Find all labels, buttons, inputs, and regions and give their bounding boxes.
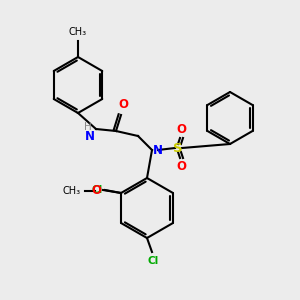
Text: O: O — [176, 123, 186, 136]
Text: O: O — [118, 98, 128, 111]
Text: Cl: Cl — [92, 185, 103, 195]
Text: O: O — [91, 184, 101, 196]
Text: CH₃: CH₃ — [69, 27, 87, 37]
Text: O: O — [176, 160, 186, 173]
Text: S: S — [173, 142, 183, 154]
Text: Cl: Cl — [147, 256, 159, 266]
Text: N: N — [85, 130, 95, 143]
Text: CH₃: CH₃ — [63, 186, 81, 196]
Text: N: N — [153, 143, 163, 157]
Text: H: H — [84, 122, 92, 132]
